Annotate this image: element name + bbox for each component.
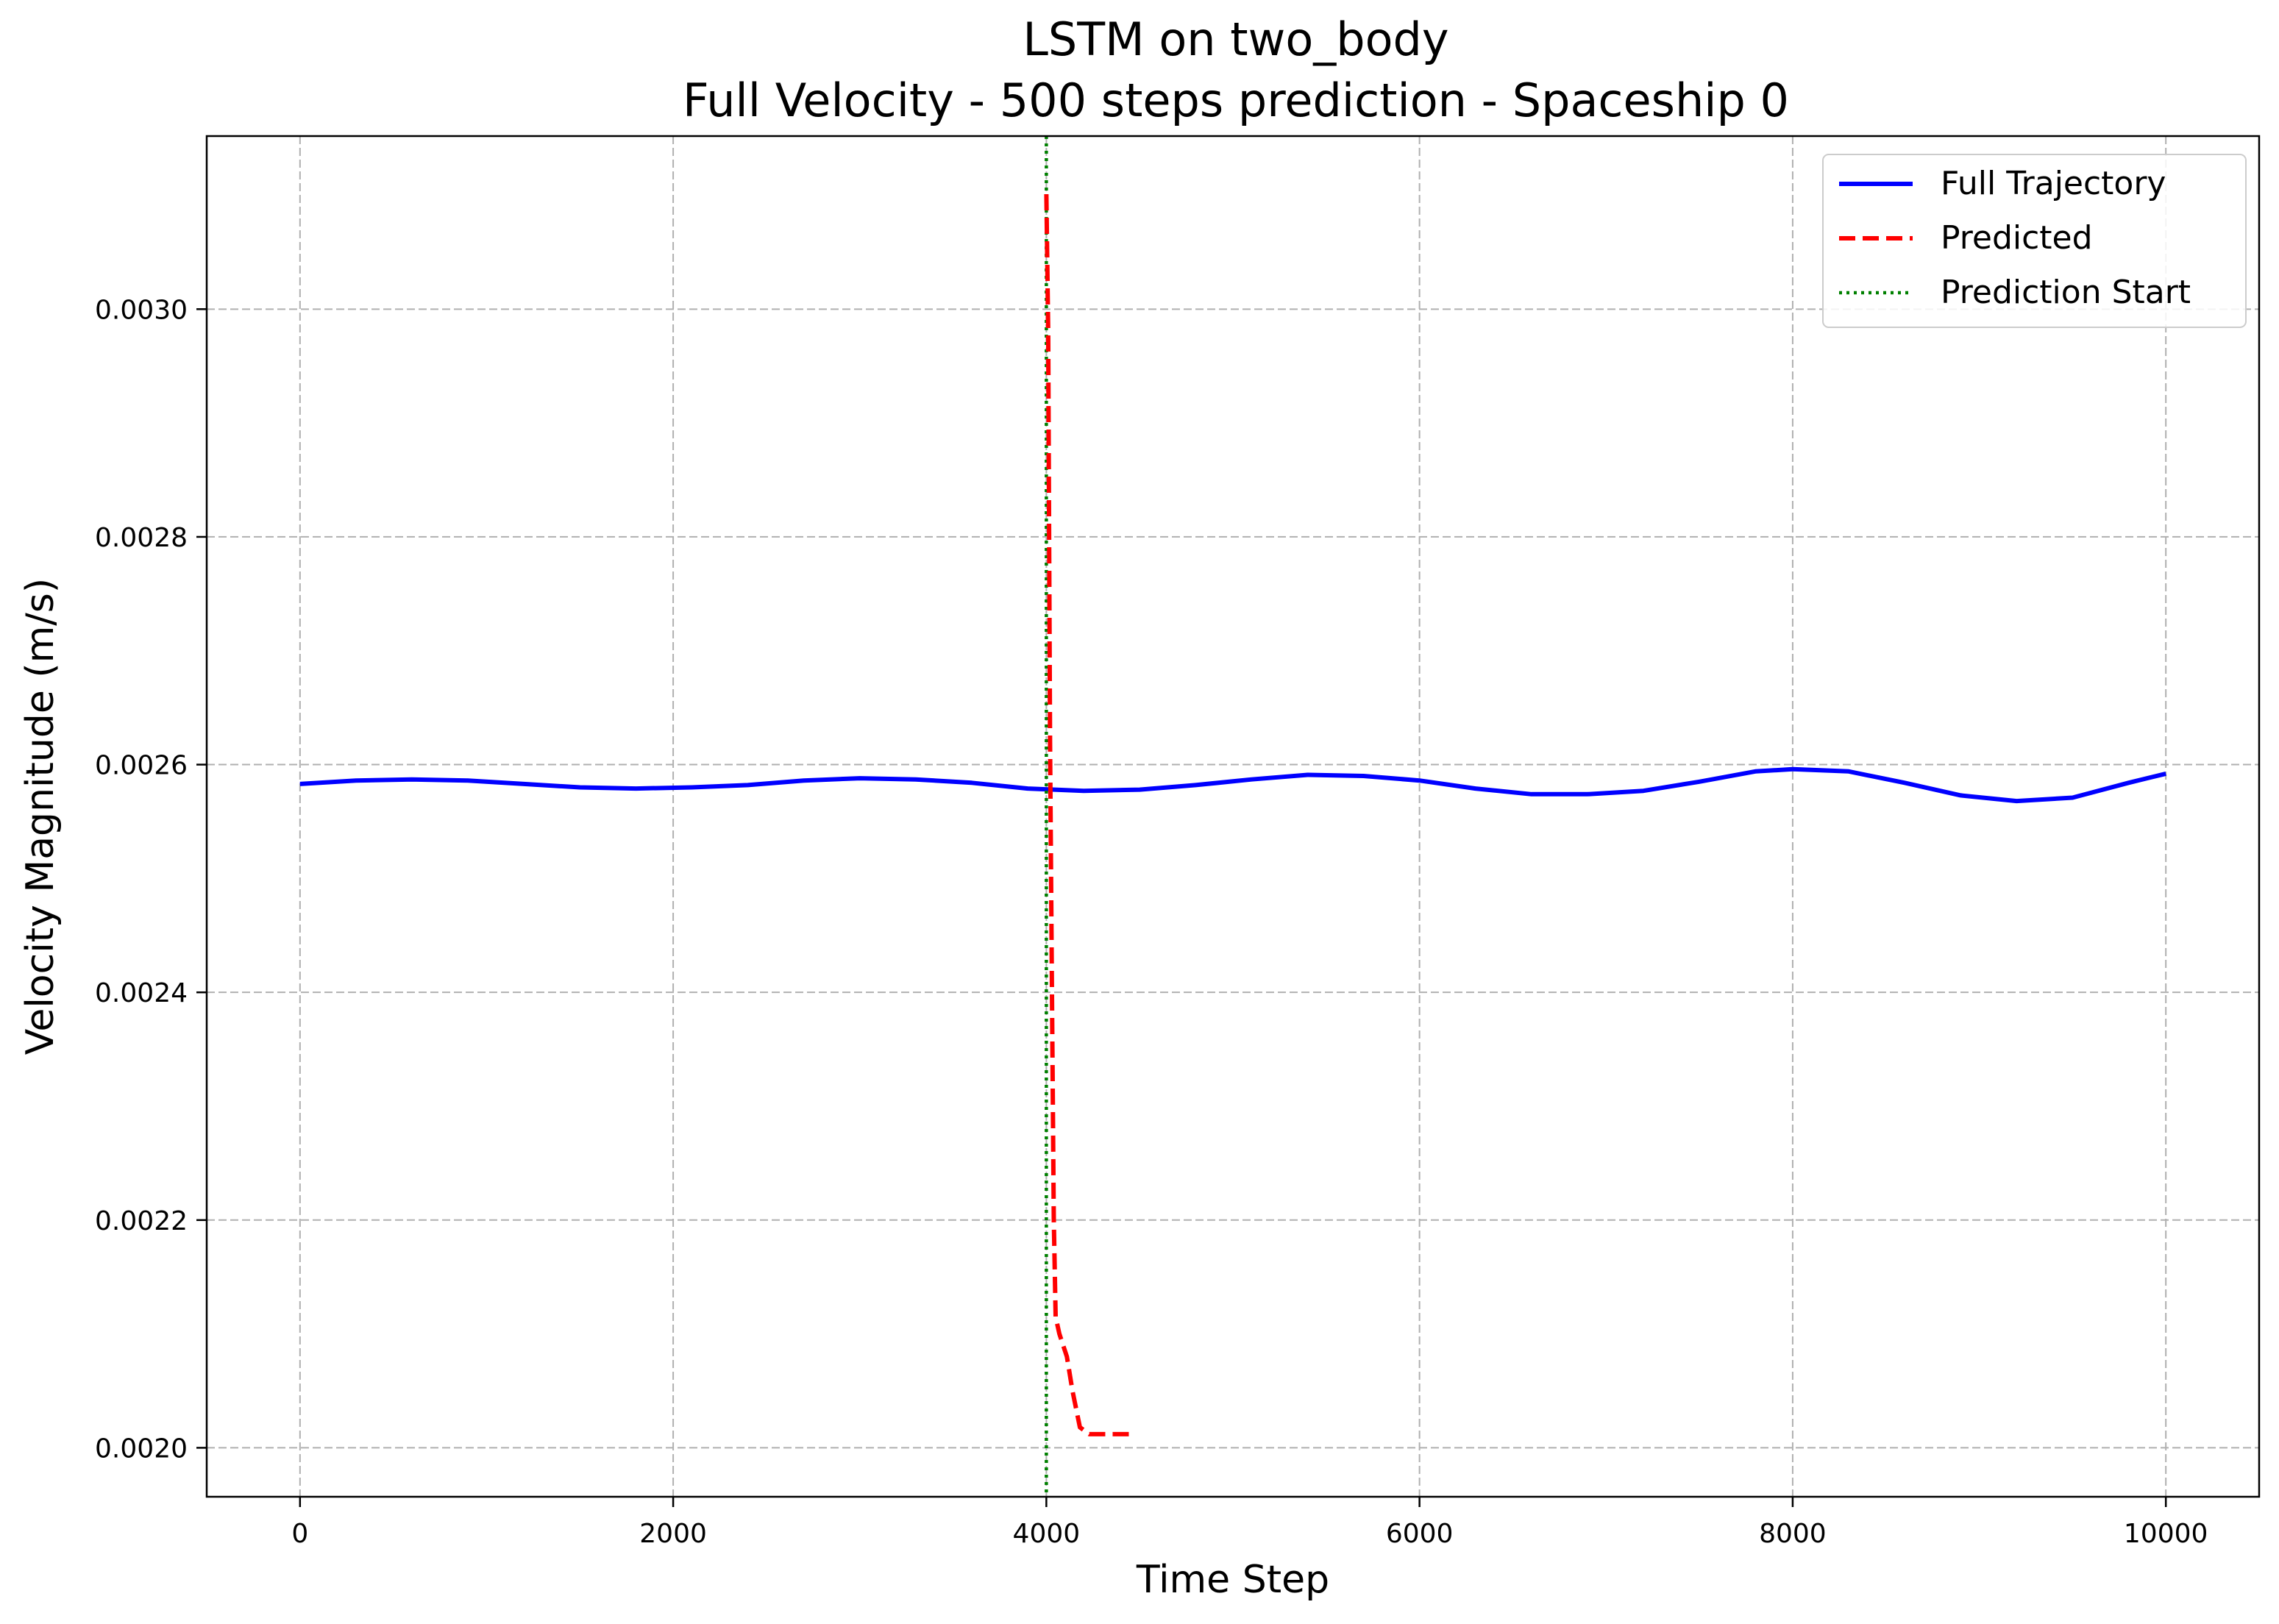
plot-frame <box>205 135 2261 1498</box>
chart-title: LSTM on two_body <box>1023 13 1448 66</box>
series-full-trajectory <box>299 766 2166 804</box>
x-axis-label: Time Step <box>1136 1558 1329 1602</box>
y-tick-label: 0.0026 <box>95 751 188 781</box>
x-tick-label: 2000 <box>639 1519 707 1549</box>
series-layer <box>299 136 2166 1497</box>
y-axis-ticks: 0.0020 0.0022 0.0024 0.0026 0.0028 0.0030 <box>95 295 207 1464</box>
series-predicted <box>1044 193 1131 1436</box>
legend-box <box>1822 154 2247 328</box>
chart-subtitle: Full Velocity - 500 steps prediction - S… <box>683 74 1789 127</box>
x-tick-label: 8000 <box>1759 1519 1827 1549</box>
x-axis-ticks: 0 2000 4000 6000 8000 10000 <box>291 1497 2208 1549</box>
legend: Full Trajectory Predicted Prediction Sta… <box>1822 154 2247 328</box>
y-tick-label: 0.0020 <box>95 1434 188 1464</box>
x-tick-label: 4000 <box>1013 1519 1081 1549</box>
y-axis-label: Velocity Magnitude (m/s) <box>18 578 63 1055</box>
legend-label-prediction-start: Prediction Start <box>1941 274 2191 311</box>
y-tick-label: 0.0022 <box>95 1206 188 1236</box>
y-tick-label: 0.0030 <box>95 295 188 325</box>
legend-label-predicted: Predicted <box>1941 219 2093 257</box>
x-tick-label: 10000 <box>2124 1519 2208 1549</box>
legend-label-full-trajectory: Full Trajectory <box>1941 165 2166 202</box>
y-tick-label: 0.0024 <box>95 978 188 1008</box>
x-tick-label: 0 <box>291 1519 308 1549</box>
y-tick-label: 0.0028 <box>95 523 188 553</box>
x-tick-label: 6000 <box>1386 1519 1454 1549</box>
